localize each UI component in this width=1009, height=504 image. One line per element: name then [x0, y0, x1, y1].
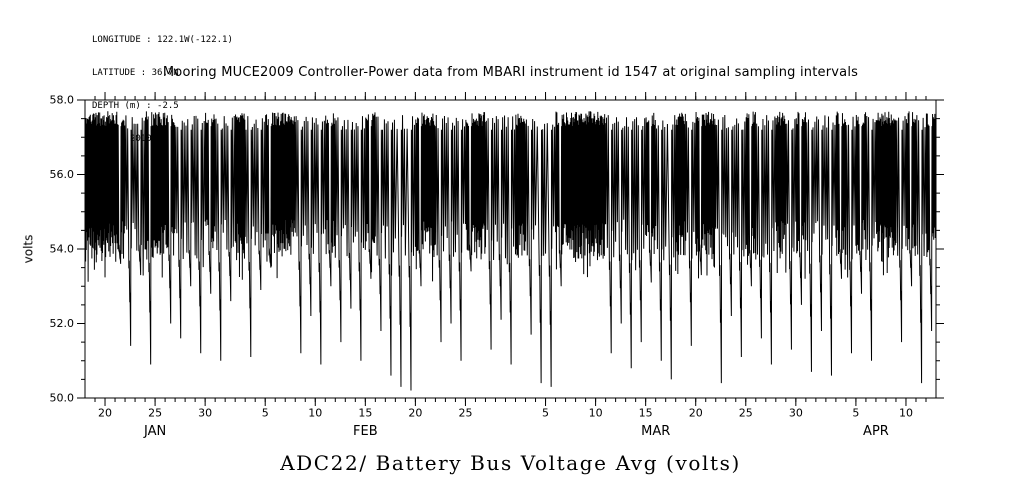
chart-bottom-title: ADC22/ Battery Bus Voltage Avg (volts): [280, 451, 741, 475]
y-axis-label: volts: [21, 234, 36, 264]
